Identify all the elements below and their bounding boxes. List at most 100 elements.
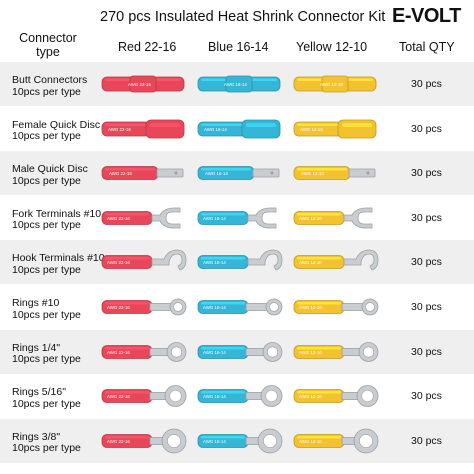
connector-count: 10pcs per type [12,442,81,455]
connector-butt-icon: AWG 16-14 [197,75,281,93]
connector-ring14-icon: AWG 22-16 [101,341,187,362]
row-label: Rings 1/4" 10pcs per type [12,341,81,366]
connector-yellow-butt: AWG 12-10 [292,62,380,106]
female-housing [241,119,281,138]
awg-label: AWG 16-14 [203,350,226,355]
connector-yellow-fork: AWG 12-10 [292,196,380,240]
connector-blue-ring516: AWG 16-14 [196,374,284,418]
awg-label: AWG 12-10 [320,82,343,87]
total-qty: 30 pcs [411,256,442,269]
row-label: Rings 3/8" 10pcs per type [12,431,81,455]
connector-ring38-icon: AWG 12-10 [293,428,379,454]
connector-fork-icon: AWG 12-10 [293,207,373,229]
sleeve-highlight [105,435,149,439]
sleeve-highlight [201,123,243,126]
blade-detent [270,171,274,175]
awg-label: AWG 16-14 [205,171,228,176]
row-label: Male Quick Disc 10pcs per type [12,164,88,187]
connector-count: 10pcs per type [12,353,81,366]
awg-label: AWG 22-16 [107,216,130,221]
connector-count: 10pcs per type [12,174,81,187]
connector-yellow-ring516: AWG 12-10 [292,374,380,418]
row-label: Butt Connectors 10pcs per type [12,74,88,98]
connector-count: 10pcs per type [12,308,81,321]
connector-name: Rings 1/4" [12,341,61,354]
sleeve-highlight [201,435,245,439]
connector-name: Rings 5/16" [12,386,66,399]
awg-label: AWG 12-10 [299,305,322,310]
header-yellow: Yellow 12-10 [296,40,368,54]
awg-label: AWG 16-14 [203,216,226,221]
connector-male-icon: AWG 16-14 [197,166,280,181]
sleeve-highlight [201,391,245,394]
table-row: Rings #10 10pcs per type AWG 22-16 AWG 16-1… [0,285,474,329]
table-row: Rings 1/4" 10pcs per type AWG 22-16 AWG 16-… [0,329,474,374]
row-label: Hook Terminals #10 10pcs per type [12,253,105,276]
connector-red-ring516: AWG 22-16 [100,374,188,418]
hook-tongue [343,249,379,271]
sleeve-highlight [201,257,245,260]
connector-red-ring10: AWG 22-16 [100,285,188,329]
total-qty: 30 pcs [411,122,442,135]
awg-label: AWG 12-10 [299,394,322,399]
fork-tongue [247,207,277,229]
hook-tongue [247,249,283,271]
awg-label: AWG 16-14 [203,260,226,265]
connector-red-butt: AWG 22-16 [100,62,188,106]
page-title: 270 pcs Insulated Heat Shrink Connector … [100,9,386,25]
connector-butt-icon: AWG 22-16 [101,75,185,93]
connector-hook-icon: AWG 22-16 [101,249,187,271]
connector-ring14-icon: AWG 16-14 [197,341,283,362]
ring-hole [362,346,375,358]
sleeve-highlight [201,346,245,350]
ring-hole [359,433,373,448]
connector-female-icon: AWG 16-14 [197,119,281,138]
connector-yellow-male: AWG 12-10 [292,151,380,195]
table-row: Butt Connectors 10pcs per type AWG 22-16 AW… [0,62,474,106]
connector-hook-icon: AWG 16-14 [197,249,283,271]
connector-female-icon: AWG 22-16 [101,119,185,138]
housing-highlight [246,122,276,127]
connector-male-icon: AWG 22-16 [101,166,184,181]
female-housing [145,119,185,138]
sleeve-highlight [297,123,339,126]
row-label: Female Quick Disc 10pcs per type [12,119,100,143]
connector-blue-ring38: AWG 16-14 [196,419,284,463]
connector-yellow-female: AWG 12-10 [292,107,380,151]
connector-blue-butt: AWG 16-14 [196,62,284,106]
table-row: Rings 5/16" 10pcs per type AWG 22-16 AWG 16… [0,374,474,418]
connector-ring10-icon: AWG 12-10 [293,298,379,316]
connector-name: Butt Connectors [12,74,88,86]
ring-hole [269,302,279,312]
ring-hole [170,346,183,358]
ring-hole [173,302,183,312]
header-total-qty: Total QTY [399,40,455,54]
connector-yellow-ring38: AWG 12-10 [292,419,380,463]
connector-ring14-icon: AWG 12-10 [293,341,379,362]
crimp-barrel [321,75,349,93]
total-qty: 30 pcs [411,390,442,403]
ring-hole [169,390,182,403]
blade-detent [366,171,370,175]
housing-highlight [150,122,180,127]
awg-label: AWG 16-14 [203,305,226,310]
ring-hole [365,302,375,312]
male-blade [156,168,184,178]
row-label: Rings 5/16" 10pcs per type [12,387,81,410]
sleeve-highlight [105,123,147,126]
awg-label: AWG 22-16 [107,260,130,265]
connector-female-icon: AWG 12-10 [293,119,377,138]
sleeve-highlight [297,168,347,171]
sleeve-highlight [201,168,251,171]
awg-label: AWG 22-16 [107,439,130,444]
connector-yellow-ring14: AWG 12-10 [292,330,380,374]
header-connector-type-line2: type [36,45,60,59]
connector-count: 10pcs per type [12,219,81,232]
connector-count: 10pcs per type [12,397,81,410]
total-qty: 30 pcs [411,167,442,180]
connector-blue-male: AWG 16-14 [196,151,284,195]
connector-blue-ring14: AWG 16-14 [196,330,284,374]
connector-blue-female: AWG 16-14 [196,107,284,151]
awg-label: AWG 16-14 [204,127,227,132]
crimp-barrel [129,75,157,93]
